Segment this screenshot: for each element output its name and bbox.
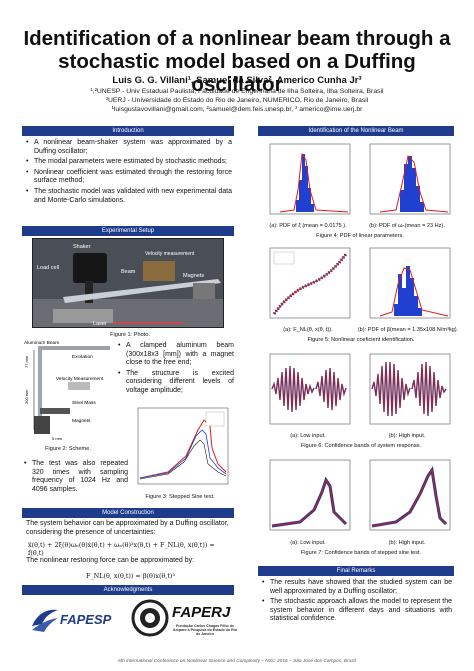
setup-list: A clamped aluminum beam (300x18x3 [mm]) … [118, 342, 234, 398]
fapesp-logo-text: FAPESP [60, 612, 112, 627]
section-final-remarks: Final Remarks [258, 566, 454, 576]
figure4-caption: Figure 4: PDF of linear parameters. [316, 233, 404, 239]
title-line-2: stochastic model based on a Duffing osci… [58, 50, 416, 96]
photo-label-shaker: Shaker [73, 244, 91, 250]
affiliation-1: ¹,²UNESP - Univ Estadual Paulista, Facul… [90, 88, 384, 95]
photo-label-load-cell: Load cell [37, 265, 59, 271]
test-list: The test was also repeated 320 times wit… [24, 460, 128, 496]
photo-label-beam: Beam [121, 269, 136, 275]
figure7-caption: Figure 7: Confidence bands of stepped si… [300, 550, 422, 556]
final-bullet: The results have showed that the studied… [262, 579, 452, 596]
figure5b-caption: (b): PDF of β(mean = 1.35x108 N/m³kg). [357, 327, 459, 333]
figure5-caption: Figure 5: Nonlinear coeficient identific… [307, 337, 415, 343]
intro-bullet: The modal parameters were estimated by s… [26, 158, 232, 167]
figure5a-caption: (a): F_NL(θ, x(θ, t)). [283, 327, 333, 333]
footer: 6th International Conference on Nonlinea… [118, 659, 356, 664]
photo-label-laser: Laser [93, 321, 107, 327]
scheme-label-magnets: Magnets [72, 418, 91, 424]
figure6a-caption: (a): Low input. [290, 433, 326, 439]
figure1-caption: Figure 1: Photo. [110, 332, 150, 338]
figure4b-pdf-wn-chart [369, 143, 451, 215]
setup-bullet: A clamped aluminum beam (300x18x3 [mm]) … [118, 342, 234, 368]
section-experimental-setup: Experimental Setup [22, 226, 234, 236]
model-equation-1: ẍ(θ,t) + 2ξ(θ)ωₙ(θ)ẋ(θ,t) + ωₙ(θ)²x(θ,t)… [28, 541, 215, 557]
faperj-subtitle: Fundação Carlos Chagas Filho de Amparo à… [173, 624, 237, 636]
title-line-1: Identification of a nonlinear beam throu… [23, 27, 451, 50]
beam-scheme: Aluminum Beam Excitation Velocity Measur… [24, 340, 110, 441]
photo-label-magnets: Magnets [183, 273, 204, 279]
intro-list: A nonlinear beam-shaker system was appro… [26, 139, 232, 207]
figure3-caption: Figure 3: Stepped Sine test. [145, 494, 215, 500]
figure7a-caption: (a): Low input. [290, 540, 326, 546]
scheme-dim-5: 5 mm [52, 436, 63, 441]
faperj-logo-mark [131, 599, 169, 637]
faperj-logo-text: FAPERJ [172, 604, 231, 621]
figure6a-response-low-chart [269, 353, 351, 425]
model-text-2: The nonlinear restoring force can be app… [26, 557, 195, 564]
experiment-photo-drawing: Shaker Load cell Velocity measurement Be… [33, 239, 223, 327]
authors: Luis G. G. Villani¹, Samuel da Silva², A… [112, 75, 362, 86]
final-remarks-list: The results have showed that the studied… [262, 579, 452, 626]
scheme-dim-300: 300 mm [24, 389, 29, 404]
test-bullet: The test was also repeated 320 times wit… [24, 460, 128, 494]
figure7a-stepped-sine-low-chart [269, 459, 351, 531]
intro-bullet: The stochastic model was validated with … [26, 188, 232, 205]
figure6b-caption: (b): High input. [388, 433, 426, 439]
setup-bullet: The structure is excited considering dif… [118, 370, 234, 396]
scheme-label-steel-mass: Steel Mass [72, 400, 96, 406]
figure7b-stepped-sine-high-chart [369, 459, 451, 531]
figure4a-caption: (a): PDF of ξ (mean = 0.0175 ). [269, 223, 347, 229]
figure4b-caption: (b): PDF of ωₙ(mean = 23 Hz). [369, 223, 445, 229]
final-bullet: The stochastic approach allows the model… [262, 598, 452, 624]
figure3-stepped-sine-chart [137, 407, 229, 485]
photo-label-velocity: Velocity measurement [145, 251, 195, 257]
affiliation-2: ³UERJ - Universidade do Estado do Rio de… [105, 97, 369, 104]
section-introduction: Introduction [22, 126, 234, 136]
section-model-construction: Model Construction [22, 508, 234, 518]
scheme-dim-77: 77 mm [24, 355, 29, 368]
scheme-label-beam: Aluminum Beam [24, 340, 59, 346]
affiliation-emails: ¹luisgustavovillani@gmail.com, ²samuel@d… [111, 106, 363, 113]
figure4a-pdf-xi-chart [269, 143, 351, 215]
fapesp-logo-mark [32, 609, 58, 632]
model-text-1: The system behavior can be approximated … [26, 520, 229, 536]
section-acknowledgments: Acknowledgments [22, 585, 234, 595]
figure7b-caption: (b): High input. [388, 540, 426, 546]
experiment-photo: Shaker Load cell Velocity measurement Be… [32, 238, 224, 328]
figure5b-pdf-beta-chart [369, 247, 451, 319]
poster-title: Identification of a nonlinear beam throu… [10, 27, 464, 96]
model-equation-2: F_NL(θ, x(θ,t)) ≈ β(θ)x(θ,t)³ [86, 572, 175, 580]
scheme-label-excitation: Excitation [72, 354, 93, 360]
intro-bullet: A nonlinear beam-shaker system was appro… [26, 139, 232, 156]
figure2-caption: Figure 2: Scheme. [45, 446, 91, 452]
section-identification: Identification of the Nonlinear Beam [258, 126, 454, 136]
figure6b-response-high-chart [369, 353, 451, 425]
figure6-caption: Figure 6: Confidence bands of system res… [300, 443, 422, 449]
intro-bullet: Nonlinear coefficient was estimated thro… [26, 169, 232, 186]
figure5a-restoring-force-chart [269, 247, 351, 319]
scheme-label-velocity: Velocity Measurement [56, 376, 104, 382]
